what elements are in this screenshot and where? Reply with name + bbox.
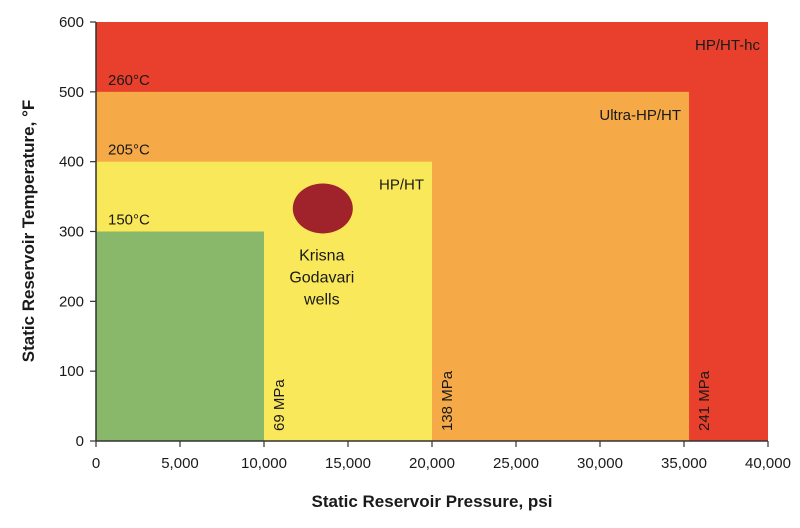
x-tick-label: 15,000 [325,455,371,472]
regions-layer [96,22,768,441]
data-point-label: Krisna [299,247,344,264]
region-label: Ultra-HP/HT [599,107,681,124]
data-point-label: Godavari [289,269,354,286]
x-tick-label: 25,000 [493,455,539,472]
x-tick-label: 35,000 [661,455,707,472]
y-tick-label: 400 [59,154,84,171]
x-tick-label: 20,000 [409,455,455,472]
y-tick-label: 0 [76,433,84,450]
data-point-marker [292,183,353,234]
labels-layer: HP/HT-hc Ultra-HP/HT HP/HT 260°C 205°C 150°C 6… [108,37,760,431]
temperature-label: 150°C [108,212,150,229]
pressure-label: 241 MPa [696,370,713,431]
region-label: HP/HT-hc [695,37,761,54]
region-label: HP/HT [379,177,424,194]
x-tick-label: 0 [92,455,100,472]
x-axis-title: Static Reservoir Pressure, psi [312,492,553,511]
temperature-label: 260°C [108,72,150,89]
region-standard [96,231,264,441]
y-axis-title: Static Reservoir Temperature, °F [19,100,38,363]
pressure-label: 69 MPa [271,379,288,431]
temperature-label: 205°C [108,142,150,159]
y-tick-label: 600 [59,14,84,31]
y-tick-label: 300 [59,224,84,241]
y-tick-label: 200 [59,293,84,310]
data-point-label: wells [303,291,340,308]
y-tick-label: 500 [59,84,84,101]
y-tick-label: 100 [59,363,84,380]
x-tick-label: 10,000 [241,455,287,472]
x-tick-label: 40,000 [745,455,791,472]
pressure-label: 138 MPa [439,370,456,431]
x-tick-label: 5,000 [161,455,199,472]
axes-layer: 0 5,000 10,000 15,000 20,000 25,000 30,000 35,0… [59,14,791,472]
x-tick-label: 30,000 [577,455,623,472]
